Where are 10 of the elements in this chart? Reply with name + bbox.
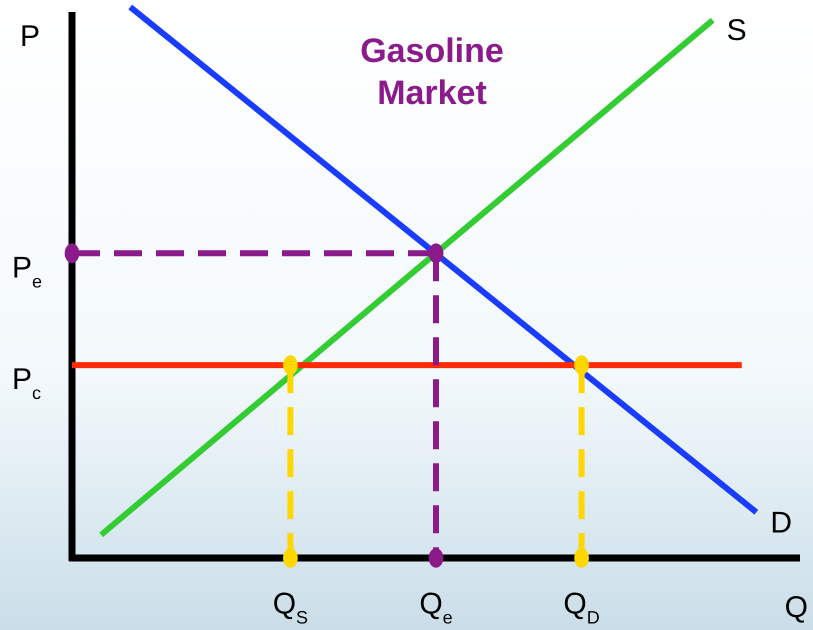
- series-label: S: [726, 14, 747, 48]
- text: Gasoline Market: [360, 32, 504, 112]
- x-tick-label: Q$_{e}$: [419, 587, 453, 628]
- series-label: P$_{c}$: [12, 363, 42, 404]
- x-tick-label: Q$_{S}$: [272, 587, 308, 628]
- x-tick-label: Q$_{D}$: [563, 587, 600, 628]
- y-axis-title: P: [20, 20, 40, 53]
- series-label: P$_{e}$: [12, 251, 42, 292]
- x-axis-title: Q: [784, 591, 808, 624]
- series-label: D: [770, 506, 792, 540]
